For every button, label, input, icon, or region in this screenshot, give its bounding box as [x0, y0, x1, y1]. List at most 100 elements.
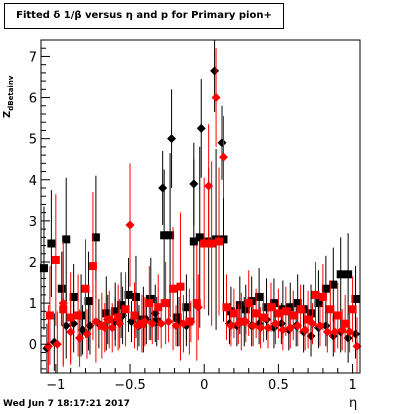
y-tick-label: 3	[29, 215, 37, 230]
square-marker	[266, 303, 275, 312]
diamond-marker	[125, 220, 135, 230]
diamond-marker	[276, 319, 286, 329]
diamond-marker	[285, 323, 295, 333]
square-marker	[166, 231, 175, 240]
square-marker	[152, 317, 161, 326]
square-marker	[91, 233, 100, 242]
diamond-marker	[204, 181, 214, 191]
square-marker	[344, 270, 353, 279]
square-marker	[105, 315, 114, 324]
diamond-marker	[196, 123, 206, 133]
square-marker	[124, 290, 133, 299]
square-marker	[304, 315, 313, 324]
diamond-marker	[132, 321, 142, 331]
square-marker	[311, 290, 320, 299]
square-marker	[252, 309, 261, 318]
square-marker	[307, 309, 316, 318]
diamond-marker	[306, 331, 316, 341]
square-marker	[62, 235, 71, 244]
diamond-marker	[330, 327, 340, 337]
square-marker	[296, 305, 305, 314]
x-tick-label: 0.5	[268, 378, 289, 393]
diamond-marker	[315, 321, 325, 331]
square-marker	[161, 299, 170, 308]
square-marker	[173, 313, 182, 322]
square-marker	[293, 299, 302, 308]
diamond-marker	[321, 321, 331, 331]
diamond-marker	[140, 317, 150, 327]
square-marker	[255, 292, 264, 301]
diamond-marker	[100, 323, 110, 333]
diamond-marker	[178, 319, 188, 329]
square-marker	[269, 299, 278, 308]
square-marker	[176, 282, 185, 291]
square-marker	[57, 284, 66, 293]
series-3	[43, 48, 362, 373]
square-marker	[51, 255, 60, 264]
square-marker	[341, 319, 350, 328]
square-marker	[137, 319, 146, 328]
diamond-marker	[293, 321, 303, 331]
square-marker	[189, 237, 198, 246]
square-marker	[215, 237, 224, 246]
diamond-marker	[210, 66, 220, 76]
axes: 0 1 2 3 4 5 6 7 −1 −0.5 0 0.5 1	[29, 47, 357, 393]
diamond-marker	[52, 339, 62, 349]
diamond-marker	[58, 298, 68, 308]
y-tick-label: 2	[29, 256, 37, 271]
diamond-marker	[164, 317, 174, 327]
square-marker	[81, 284, 90, 293]
series-2	[45, 161, 357, 367]
diamond-marker	[337, 325, 347, 335]
diamond-marker	[270, 319, 280, 329]
y-tick-label: 5	[29, 133, 37, 148]
diamond-marker	[256, 323, 266, 333]
y-axis-label-main: Z	[2, 110, 13, 118]
x-axis-label: η	[349, 396, 358, 411]
diamond-marker	[189, 179, 199, 189]
diamond-marker	[300, 325, 310, 335]
x-tick-label: 1	[348, 378, 356, 393]
square-marker	[131, 292, 140, 301]
square-marker	[74, 311, 83, 320]
square-marker	[244, 299, 253, 308]
x-tick-label: −1	[46, 378, 65, 393]
square-marker	[200, 239, 209, 248]
y-axis-label-sub: dBetainv	[7, 75, 15, 111]
diamond-marker	[82, 329, 92, 339]
diamond-marker	[343, 333, 353, 343]
square-marker	[274, 309, 283, 318]
square-marker	[45, 311, 54, 320]
square-marker	[321, 284, 330, 293]
diamond-marker	[158, 183, 168, 193]
y-tick-label: 0	[29, 338, 37, 353]
diamond-marker	[171, 321, 181, 331]
diamond-marker	[226, 321, 236, 331]
square-marker	[121, 305, 130, 314]
square-marker	[259, 313, 268, 322]
square-marker	[229, 309, 238, 318]
diamond-marker	[263, 323, 273, 333]
square-marker	[130, 311, 139, 320]
diamond-marker	[85, 321, 95, 331]
square-marker	[160, 231, 169, 240]
diamond-marker	[278, 325, 288, 335]
diamond-marker	[345, 327, 355, 337]
diamond-marker	[91, 317, 101, 327]
diamond-marker	[217, 138, 227, 148]
square-marker	[314, 299, 323, 308]
diamond-marker	[61, 321, 71, 331]
square-marker	[117, 301, 126, 310]
diamond-marker	[248, 321, 258, 331]
footer-date: Wed Jun 7 18:17:21 2017	[3, 399, 130, 409]
square-marker	[336, 270, 345, 279]
diamond-marker	[107, 323, 117, 333]
square-marker	[318, 292, 327, 301]
data-markers	[39, 40, 362, 373]
diamond-marker	[147, 319, 157, 329]
chart-title: Fitted δ 1/β versus η and p for Primary …	[16, 10, 272, 21]
square-marker	[114, 313, 123, 322]
x-tick-label: 0	[200, 378, 208, 393]
title-box: Fitted δ 1/β versus η and p for Primary …	[4, 3, 284, 29]
